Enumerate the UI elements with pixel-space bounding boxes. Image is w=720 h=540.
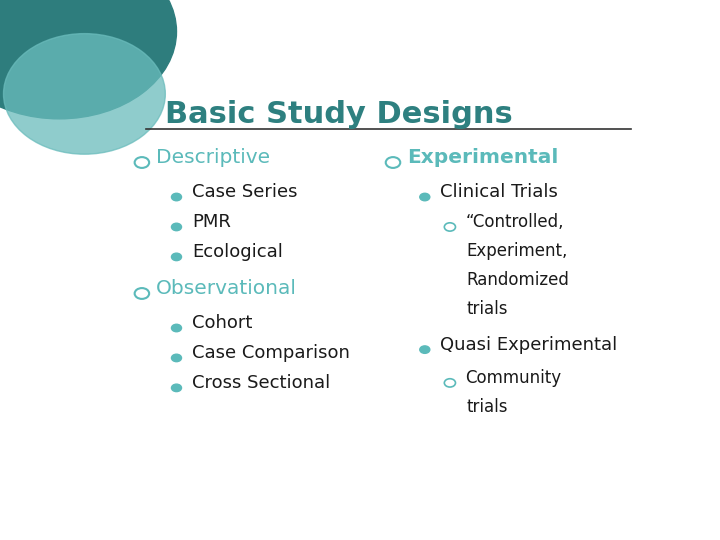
Text: PMR: PMR	[192, 213, 231, 231]
Text: Descriptive: Descriptive	[156, 147, 270, 167]
Circle shape	[4, 33, 166, 154]
Text: Experiment,: Experiment,	[467, 242, 568, 260]
Circle shape	[0, 0, 176, 119]
Text: Randomized: Randomized	[467, 271, 570, 289]
Text: Cross Sectional: Cross Sectional	[192, 374, 330, 392]
Circle shape	[171, 253, 181, 261]
Text: Clinical Trials: Clinical Trials	[441, 183, 558, 201]
Text: Basic Study Designs: Basic Study Designs	[166, 100, 513, 129]
Text: Ecological: Ecological	[192, 243, 283, 261]
Circle shape	[171, 384, 181, 392]
Text: Community: Community	[466, 369, 562, 387]
Circle shape	[171, 223, 181, 231]
Text: Experimental: Experimental	[407, 147, 558, 167]
Circle shape	[171, 324, 181, 332]
Text: Case Comparison: Case Comparison	[192, 344, 350, 362]
Circle shape	[171, 354, 181, 362]
Circle shape	[171, 193, 181, 201]
Circle shape	[420, 346, 430, 353]
Text: Observational: Observational	[156, 279, 297, 298]
Text: trials: trials	[467, 398, 508, 416]
Text: Case Series: Case Series	[192, 183, 297, 201]
Text: Cohort: Cohort	[192, 314, 253, 332]
Text: Quasi Experimental: Quasi Experimental	[441, 336, 618, 354]
Circle shape	[420, 193, 430, 201]
Text: trials: trials	[467, 300, 508, 319]
Text: “Controlled,: “Controlled,	[466, 213, 564, 231]
